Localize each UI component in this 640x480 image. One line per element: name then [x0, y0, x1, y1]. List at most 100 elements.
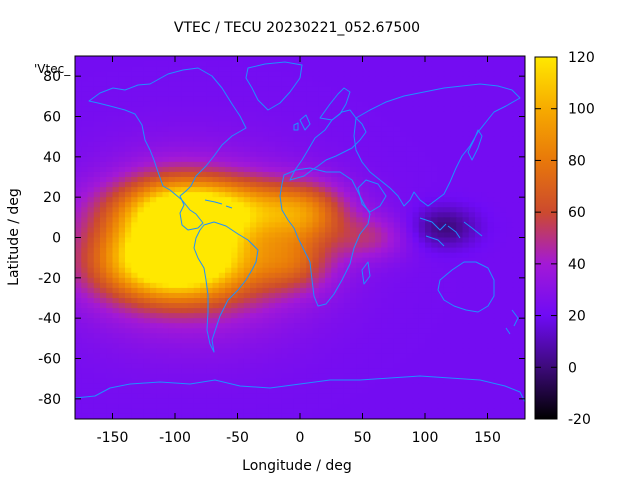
heatmap-cell: [287, 358, 295, 365]
heatmap-cell: [425, 398, 432, 405]
heatmap-cell: [400, 338, 407, 344]
heatmap-cell: [175, 76, 182, 82]
heatmap-cell: [250, 222, 257, 229]
heatmap-cell: [343, 353, 351, 360]
heatmap-cell: [225, 247, 232, 254]
heatmap-cell: [300, 318, 307, 324]
heatmap-cell: [350, 56, 357, 62]
heatmap-cell: [87, 101, 95, 108]
heatmap-cell: [162, 232, 170, 239]
heatmap-cell: [187, 177, 195, 183]
heatmap-cell: [275, 277, 282, 284]
heatmap-cell: [506, 338, 514, 344]
heatmap-cell: [225, 323, 232, 329]
heatmap-cell: [93, 101, 101, 108]
heatmap-cell: [306, 71, 314, 77]
heatmap-cell: [118, 353, 126, 360]
heatmap-cell: [168, 106, 176, 113]
heatmap-cell: [512, 262, 520, 269]
heatmap-cell: [243, 192, 251, 198]
heatmap-cell: [212, 182, 220, 188]
heatmap-cell: [306, 338, 314, 344]
heatmap-cell: [112, 131, 120, 138]
heatmap-cell: [218, 338, 226, 344]
heatmap-cell: [262, 358, 270, 365]
heatmap-cell: [331, 262, 339, 269]
heatmap-cell: [156, 96, 164, 102]
heatmap-cell: [262, 282, 270, 289]
heatmap-cell: [343, 333, 351, 339]
heatmap-cell: [250, 257, 257, 264]
heatmap-cell: [181, 131, 189, 138]
heatmap-cell: [125, 303, 132, 309]
heatmap-cell: [131, 272, 139, 279]
heatmap-cell: [225, 313, 232, 319]
heatmap-cell: [487, 373, 495, 380]
heatmap-cell: [268, 126, 276, 133]
heatmap-cell: [512, 207, 520, 213]
heatmap-cell: [493, 363, 501, 370]
heatmap-cell: [381, 202, 389, 208]
heatmap-cell: [443, 338, 451, 344]
heatmap-cell: [87, 222, 95, 229]
heatmap-cell: [431, 202, 439, 208]
heatmap-cell: [193, 363, 201, 370]
heatmap-cell: [156, 292, 164, 299]
heatmap-cell: [137, 313, 145, 319]
heatmap-cell: [375, 358, 382, 365]
heatmap-cell: [443, 146, 451, 153]
heatmap-cell: [350, 308, 357, 314]
heatmap-cell: [437, 313, 445, 319]
heatmap-cell: [281, 76, 289, 82]
heatmap-cell: [350, 126, 357, 133]
heatmap-cell: [325, 171, 332, 178]
heatmap-cell: [387, 237, 395, 244]
heatmap-cell: [225, 378, 232, 385]
heatmap-cell: [468, 282, 476, 289]
heatmap-cell: [337, 358, 345, 365]
heatmap-cell: [281, 156, 289, 163]
heatmap-cell: [81, 121, 89, 128]
heatmap-cell: [350, 106, 357, 113]
heatmap-cell: [387, 202, 395, 208]
heatmap-cell: [356, 111, 364, 118]
heatmap-cell: [312, 242, 320, 249]
heatmap-cell: [468, 96, 476, 102]
heatmap-cell: [512, 308, 520, 314]
heatmap-cell: [93, 242, 101, 249]
heatmap-cell: [225, 303, 232, 309]
heatmap-cell: [81, 111, 89, 118]
heatmap-cell: [118, 237, 126, 244]
heatmap-cell: [512, 338, 520, 344]
heatmap-cell: [506, 353, 514, 360]
heatmap-cell: [237, 353, 245, 360]
heatmap-cell: [262, 373, 270, 380]
heatmap-cell: [487, 177, 495, 183]
heatmap-cell: [318, 232, 326, 239]
heatmap-cell: [212, 101, 220, 108]
heatmap-cell: [418, 303, 426, 309]
heatmap-cell: [200, 257, 207, 264]
heatmap-cell: [418, 106, 426, 113]
heatmap-cell: [100, 353, 107, 360]
heatmap-cell: [75, 81, 82, 87]
heatmap-cell: [168, 338, 176, 344]
heatmap-cell: [387, 86, 395, 92]
heatmap-cell: [475, 187, 482, 193]
heatmap-cell: [150, 403, 157, 410]
heatmap-cell: [500, 267, 507, 274]
heatmap-cell: [187, 146, 195, 153]
heatmap-cell: [431, 303, 439, 309]
heatmap-cell: [325, 66, 332, 72]
heatmap-cell: [256, 156, 264, 163]
heatmap-cell: [237, 202, 245, 208]
heatmap-cell: [93, 222, 101, 229]
heatmap-cell: [206, 207, 214, 213]
heatmap-cell: [318, 61, 326, 67]
heatmap-cell: [81, 323, 89, 329]
heatmap-cell: [218, 388, 226, 395]
heatmap-cell: [475, 262, 482, 269]
heatmap-cell: [125, 343, 132, 350]
heatmap-cell: [206, 358, 214, 365]
heatmap-cell: [362, 363, 370, 370]
